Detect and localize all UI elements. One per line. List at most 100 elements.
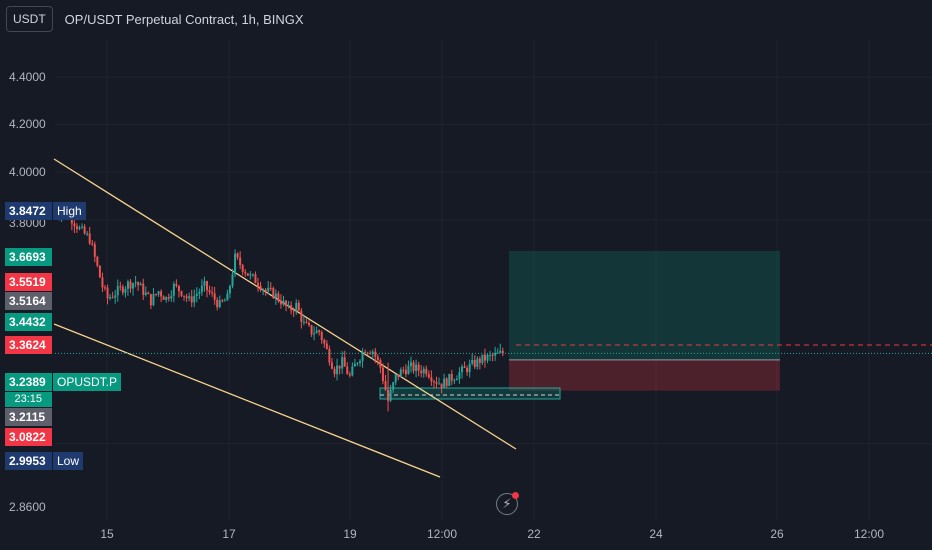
candle-body <box>438 383 441 385</box>
notification-dot <box>512 492 519 499</box>
price-tick: 4.4000 <box>9 70 46 84</box>
candle-body <box>489 354 492 356</box>
candle-body <box>361 351 364 362</box>
current-price-tag: 3.2389 <box>5 373 52 391</box>
candle-body <box>410 362 412 367</box>
bar-countdown: 23:15 <box>5 392 52 407</box>
candle-body <box>152 294 155 306</box>
level-price-tag: 3.5519 <box>5 273 52 291</box>
candle-body <box>269 287 272 289</box>
candle-body <box>448 373 451 387</box>
currency-button[interactable]: USDT <box>6 6 53 32</box>
candle-body <box>320 332 323 341</box>
level-price-tag: 3.3624 <box>5 336 52 354</box>
candle-body <box>402 369 405 371</box>
time-tick: 17 <box>222 527 236 541</box>
candle-body <box>359 361 361 363</box>
candle-body <box>177 285 180 292</box>
candle-body <box>109 297 112 299</box>
candle-body <box>200 285 203 293</box>
candle-body <box>111 297 114 299</box>
lightning-icon[interactable]: ⚡ <box>496 492 519 515</box>
low-label: Low <box>53 452 84 470</box>
candle-body <box>313 333 316 335</box>
candle-body <box>86 233 89 235</box>
candle-body <box>160 291 163 297</box>
candle-body <box>290 305 293 311</box>
candle-body <box>371 351 374 355</box>
candle-body <box>389 389 392 401</box>
candle-body <box>129 281 132 289</box>
level-price-tag: 3.5164 <box>5 292 52 310</box>
candle-body <box>78 227 81 230</box>
candle-body <box>496 352 499 354</box>
candle-body <box>246 273 249 276</box>
candle-body <box>323 340 326 344</box>
candle-body <box>308 323 310 326</box>
time-tick: 15 <box>100 527 114 541</box>
candle-body <box>155 294 157 296</box>
candle-body <box>206 281 208 291</box>
low-price-tag: 2.9953 <box>5 452 52 470</box>
high-label: High <box>53 202 86 220</box>
candle-body <box>249 274 252 276</box>
candle-body <box>415 364 418 372</box>
candle-body <box>116 286 119 296</box>
candle-body <box>142 283 145 295</box>
candle-body <box>267 287 270 292</box>
candle-body <box>285 300 288 307</box>
candle-body <box>420 370 423 374</box>
candle-body <box>274 293 277 299</box>
candle-body <box>93 244 96 257</box>
candle-body <box>157 291 160 295</box>
candle-body <box>272 288 275 299</box>
candle-body <box>185 296 188 299</box>
candle-body <box>213 293 216 300</box>
candle-body <box>234 253 237 275</box>
candle-body <box>461 366 463 373</box>
candle-body <box>499 350 502 353</box>
candle-body <box>167 297 170 299</box>
candle-body <box>351 366 354 376</box>
candle-body <box>330 362 333 369</box>
candle-body <box>450 373 453 381</box>
candle-body <box>221 300 224 302</box>
candle-body <box>483 354 486 361</box>
candle-body <box>384 381 387 390</box>
candle-body <box>376 356 379 360</box>
candle-body <box>193 295 196 303</box>
candle-body <box>481 354 484 363</box>
candle-body <box>262 289 265 291</box>
candle-body <box>170 295 173 299</box>
time-tick: 12:00 <box>426 527 458 541</box>
profit-zone <box>509 250 780 360</box>
candle-body <box>381 367 384 382</box>
candle-body <box>254 274 257 284</box>
candle-body <box>325 343 328 349</box>
candle-body <box>96 256 99 266</box>
candle-body <box>404 369 407 375</box>
long-position-tool <box>379 250 780 400</box>
candle-body <box>198 292 201 295</box>
candle-body <box>399 369 402 377</box>
candle-body <box>295 302 298 312</box>
candle-body <box>83 226 86 234</box>
candle-body <box>353 363 356 367</box>
candle-body <box>473 359 476 367</box>
candle-body <box>333 368 336 375</box>
chart-header: USDT OP/USDT Perpetual Contract, 1h, BIN… <box>0 0 932 38</box>
candle-body <box>188 296 191 299</box>
trendlines <box>53 158 517 478</box>
candle-body <box>223 300 226 302</box>
candle-body <box>422 368 425 374</box>
candle-body <box>427 374 430 378</box>
candle-body <box>149 294 152 306</box>
candle-body <box>341 357 344 369</box>
candle-body <box>466 367 469 373</box>
candle-body <box>300 310 303 323</box>
candle-body <box>407 366 410 375</box>
candle-body <box>310 325 313 335</box>
candle-body <box>397 374 400 377</box>
